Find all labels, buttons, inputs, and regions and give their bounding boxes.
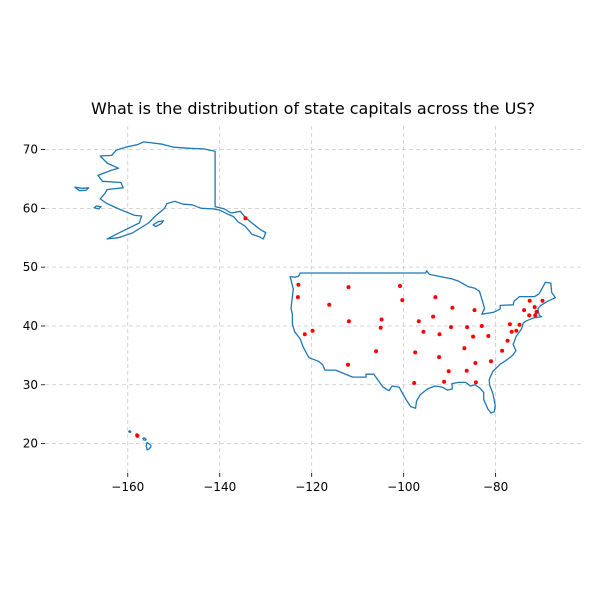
x-tick-label: −80 <box>483 480 508 494</box>
capital-point <box>473 380 478 385</box>
capital-point <box>500 348 505 353</box>
capital-point <box>465 325 470 330</box>
capital-point <box>527 313 532 318</box>
capital-point <box>450 305 455 310</box>
capital-point <box>507 322 512 327</box>
capital-point <box>522 308 527 313</box>
capital-point <box>295 295 300 300</box>
capital-point <box>540 298 545 303</box>
alaska-outline <box>97 141 267 240</box>
capital-point <box>533 313 538 318</box>
nunivak-island-outline <box>93 205 102 210</box>
capital-point <box>416 319 421 324</box>
capital-point <box>514 328 519 333</box>
hawaii-big-island-outline <box>145 441 152 451</box>
capital-point <box>464 368 469 373</box>
capital-point <box>296 282 301 287</box>
capital-point <box>472 308 477 313</box>
y-tick-label: 70 <box>23 143 38 157</box>
capital-point <box>486 334 491 338</box>
capital-point <box>302 332 307 337</box>
capital-point <box>431 314 436 319</box>
us-outline-layer <box>74 141 557 451</box>
capital-point <box>505 338 510 343</box>
capital-point <box>442 379 447 384</box>
hawaii-maui-outline <box>142 437 147 441</box>
capital-points-layer <box>135 216 545 438</box>
x-tick-label: −100 <box>387 480 420 494</box>
chart-title: What is the distribution of state capita… <box>91 99 535 118</box>
y-tick-label: 60 <box>23 201 38 215</box>
capital-point <box>489 359 493 364</box>
axis-ticks: −160 −140 −120 −100 −80 20 30 40 50 60 70 <box>23 143 509 494</box>
kodiak-island-outline <box>152 220 165 228</box>
capital-point <box>534 309 539 314</box>
capital-point <box>398 284 402 288</box>
capital-point <box>517 322 522 327</box>
capital-point <box>421 329 426 334</box>
y-tick-label: 50 <box>23 260 38 274</box>
capital-point <box>473 361 478 365</box>
x-tick-label: −160 <box>111 480 144 494</box>
capital-point <box>532 305 537 310</box>
x-tick-label: −120 <box>295 480 328 494</box>
capital-point <box>346 285 351 290</box>
capital-point <box>346 319 351 324</box>
capital-point <box>378 325 383 330</box>
gridlines <box>45 126 583 473</box>
x-tick-label: −140 <box>203 480 236 494</box>
capital-point <box>412 381 417 385</box>
capital-point <box>135 433 140 438</box>
capital-point <box>310 328 315 333</box>
y-tick-label: 20 <box>23 437 38 451</box>
capital-point <box>413 350 418 355</box>
capital-point <box>433 295 438 300</box>
capital-point <box>400 298 405 303</box>
capital-point <box>449 325 453 330</box>
y-tick-label: 40 <box>23 319 38 333</box>
capital-point <box>462 346 467 351</box>
capital-point <box>374 349 379 354</box>
capital-point <box>327 302 332 307</box>
capital-point <box>243 216 248 221</box>
capital-point <box>379 317 384 322</box>
capital-point <box>346 362 350 367</box>
capital-point <box>446 369 451 374</box>
st-lawrence-island-outline <box>74 186 90 192</box>
capital-point <box>527 298 532 303</box>
capital-point <box>509 329 514 334</box>
capital-point <box>471 334 476 339</box>
hawaii-kauai-outline <box>128 430 132 434</box>
contiguous-us-outline <box>289 270 557 414</box>
capital-point <box>479 324 484 328</box>
capital-point <box>437 332 442 337</box>
capital-point <box>437 355 442 360</box>
y-tick-label: 30 <box>23 378 38 392</box>
